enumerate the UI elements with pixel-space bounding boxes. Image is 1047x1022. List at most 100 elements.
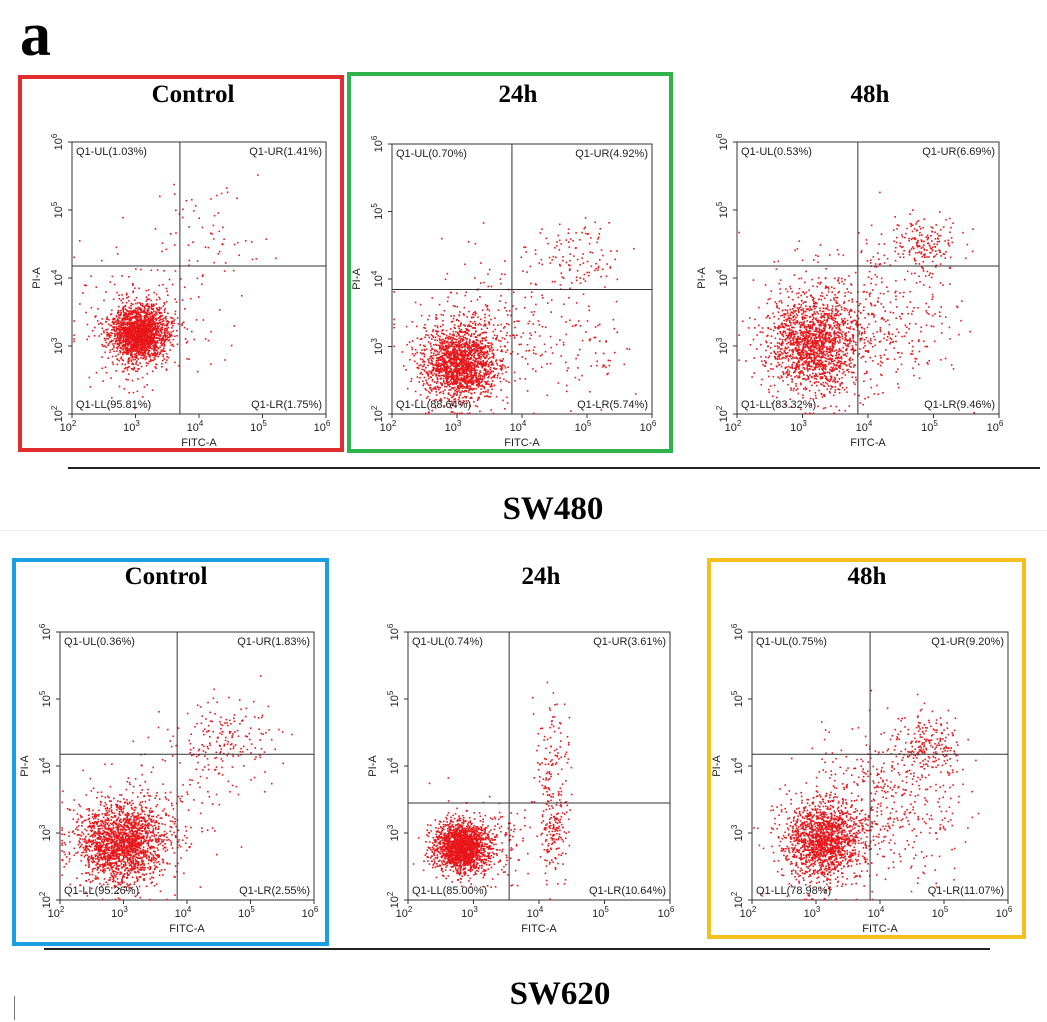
event-point: [440, 350, 442, 352]
event-point: [474, 357, 476, 360]
event-point: [850, 310, 853, 312]
event-point: [487, 391, 489, 393]
event-point: [125, 301, 128, 304]
event-point: [906, 306, 909, 308]
event-point: [931, 293, 934, 296]
event-point: [107, 344, 109, 347]
event-point: [461, 367, 464, 370]
event-point: [161, 326, 164, 328]
event-point: [174, 310, 177, 313]
event-point: [470, 366, 473, 368]
event-point: [449, 344, 451, 347]
event-point: [165, 361, 167, 364]
event-point: [468, 330, 470, 332]
event-point: [152, 323, 154, 325]
event-point: [436, 356, 438, 359]
event-point: [458, 335, 461, 337]
event-point: [549, 362, 552, 365]
event-point: [251, 258, 254, 261]
event-point: [464, 352, 467, 355]
event-point: [481, 363, 484, 365]
event-point: [172, 325, 174, 327]
event-point: [518, 320, 520, 322]
event-point: [165, 327, 167, 330]
event-point: [122, 348, 125, 351]
event-point: [107, 323, 110, 326]
event-point: [447, 336, 450, 339]
event-point: [473, 333, 475, 335]
event-point: [483, 369, 486, 371]
event-point: [155, 329, 157, 332]
event-point: [155, 353, 157, 356]
event-point: [152, 334, 155, 336]
event-point: [490, 409, 492, 411]
event-point: [833, 376, 836, 379]
event-point: [492, 337, 494, 339]
event-point: [106, 331, 108, 334]
event-point: [440, 362, 443, 365]
event-point: [614, 351, 616, 354]
event-point: [106, 316, 109, 318]
event-point: [450, 343, 453, 346]
event-point: [166, 338, 168, 341]
event-point: [140, 268, 142, 271]
event-point: [150, 322, 153, 324]
event-point: [139, 311, 142, 314]
event-point: [175, 232, 177, 234]
event-point: [797, 348, 800, 351]
event-point: [111, 332, 114, 335]
event-point: [905, 232, 907, 235]
event-point: [93, 335, 96, 337]
event-point: [142, 326, 145, 329]
event-point: [120, 356, 123, 358]
event-point: [134, 326, 137, 328]
event-point: [442, 338, 444, 341]
event-point: [145, 343, 147, 346]
event-point: [431, 360, 433, 363]
event-point: [149, 354, 152, 356]
event-point: [490, 383, 493, 385]
event-point: [445, 365, 447, 368]
event-point: [798, 277, 800, 280]
event-point: [442, 374, 444, 377]
event-point: [453, 326, 455, 329]
event-point: [839, 349, 841, 351]
event-point: [419, 303, 422, 306]
event-point: [122, 311, 125, 313]
event-point: [421, 373, 424, 376]
event-point: [824, 336, 826, 338]
event-point: [85, 311, 87, 314]
event-point: [134, 332, 136, 335]
event-point: [449, 371, 452, 374]
event-point: [105, 337, 108, 340]
event-point: [130, 332, 133, 335]
event-point: [796, 343, 799, 345]
event-point: [899, 292, 901, 294]
event-point: [147, 343, 150, 345]
event-point: [540, 258, 543, 261]
event-point: [820, 360, 822, 362]
event-point: [148, 349, 151, 352]
event-point: [468, 362, 470, 365]
event-point: [562, 344, 565, 346]
y-axis-label: PI-A: [31, 267, 43, 289]
event-point: [152, 305, 154, 307]
event-point: [605, 340, 607, 342]
event-point: [532, 323, 535, 325]
event-point: [114, 335, 116, 337]
event-point: [468, 351, 471, 354]
event-point: [444, 397, 446, 399]
event-point: [492, 370, 494, 373]
event-point: [877, 393, 879, 395]
event-point: [135, 370, 137, 372]
event-point: [152, 339, 154, 342]
event-point: [456, 412, 459, 415]
event-point: [516, 320, 518, 322]
event-point: [586, 260, 589, 263]
event-point: [140, 339, 142, 341]
event-point: [514, 326, 516, 329]
event-point: [509, 352, 512, 355]
event-point: [137, 364, 139, 366]
event-point: [468, 347, 471, 349]
event-point: [121, 275, 123, 277]
